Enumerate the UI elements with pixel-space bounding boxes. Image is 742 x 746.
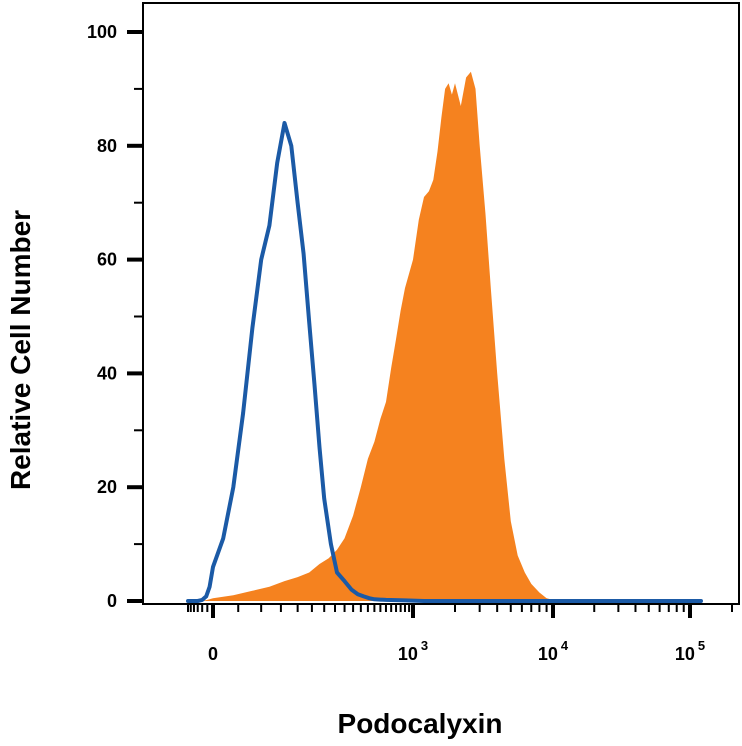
y-axis-ticks bbox=[127, 30, 143, 603]
x-axis-tick-labels: 0 10 3 10 4 10 5 bbox=[208, 638, 705, 664]
x-tick-label: 10 4 bbox=[538, 638, 569, 664]
y-axis-tick-labels: 0 20 40 60 80 100 bbox=[87, 22, 117, 611]
series-layer bbox=[186, 71, 703, 603]
y-tick-label: 20 bbox=[97, 477, 117, 497]
y-tick-label: 80 bbox=[97, 136, 117, 156]
y-axis-title: Relative Cell Number bbox=[5, 210, 36, 490]
y-tick-label: 100 bbox=[87, 22, 117, 42]
x-tick-label: 10 5 bbox=[675, 638, 705, 664]
series-filled-histogram bbox=[188, 71, 701, 602]
y-tick-label: 40 bbox=[97, 363, 117, 383]
y-tick-label: 0 bbox=[107, 591, 117, 611]
series-line-histogram bbox=[186, 121, 703, 603]
x-tick-label: 10 3 bbox=[398, 638, 428, 664]
y-tick-label: 60 bbox=[97, 250, 117, 270]
x-tick-label: 0 bbox=[208, 644, 218, 664]
x-axis-title: Podocalyxin bbox=[338, 708, 503, 739]
plot-frame bbox=[142, 2, 740, 605]
x-axis-ticks bbox=[187, 604, 733, 618]
